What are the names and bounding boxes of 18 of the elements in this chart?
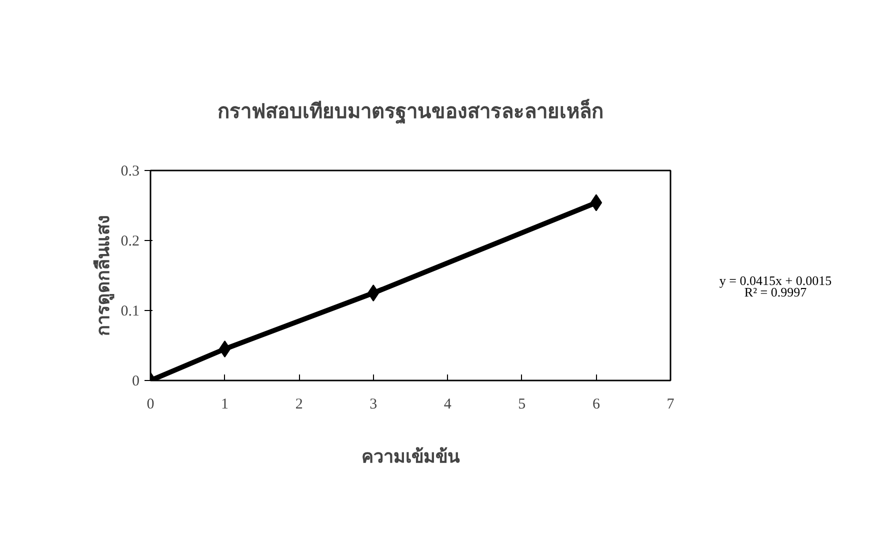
y-tick-label: 0.2	[120, 234, 140, 250]
y-axis-title: การดูดกลืนแสง	[92, 215, 115, 336]
chart-title: กราฟสอบเทียบมาตรฐานของสารละลายเหล็ก	[218, 98, 604, 125]
x-tick-label: 4	[444, 396, 452, 412]
y-tick-label: 0.1	[120, 304, 140, 320]
x-axis-title: ความเข้มข้น	[362, 446, 460, 466]
point	[218, 340, 231, 358]
x-tick-label: 5	[518, 396, 526, 412]
x-tick-label: 3	[370, 396, 378, 412]
x-tick-label: 6	[592, 396, 600, 412]
x-tick-label: 1	[221, 396, 229, 412]
point	[590, 194, 602, 212]
point	[368, 284, 380, 302]
x-tick-label: 2	[295, 396, 303, 412]
x-tick-label: 0	[146, 396, 154, 412]
y-tick-label: 0.3	[120, 164, 140, 180]
y-tick-label: 0	[132, 374, 140, 390]
x-tick-label: 7	[666, 396, 675, 412]
